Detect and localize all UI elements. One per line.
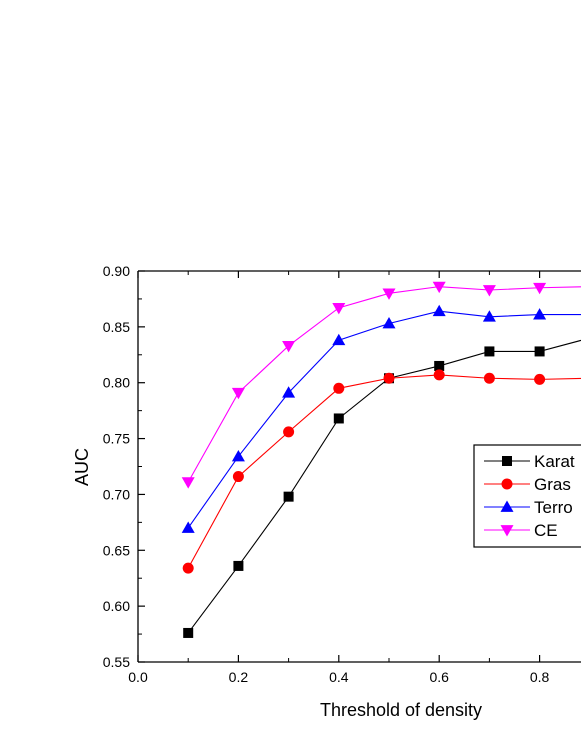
data-point xyxy=(482,310,496,322)
data-point xyxy=(283,491,294,502)
y-axis-title: AUC xyxy=(72,448,92,486)
legend: Karat Gras Terro CE xyxy=(473,444,581,548)
series-layer xyxy=(181,281,581,638)
legend-item: Terro xyxy=(484,498,573,517)
legend-label: CE xyxy=(534,521,558,540)
data-point xyxy=(534,373,546,385)
y-tick-label: 0.65 xyxy=(103,542,130,558)
y-tick-label: 0.85 xyxy=(103,319,130,335)
data-point xyxy=(282,340,296,353)
data-point xyxy=(333,382,345,394)
data-point xyxy=(482,285,496,297)
data-point xyxy=(231,449,245,462)
legend-marker xyxy=(500,525,514,537)
y-tick-label: 0.55 xyxy=(103,654,130,670)
data-point xyxy=(382,288,396,300)
chart-axes: 0.0 0.2 0.4 0.6 0.8 0.55 0.60 0.65 0.70 0.75 0.80 0… xyxy=(103,263,581,685)
x-axis-title: Threshold of density xyxy=(320,700,482,720)
data-point xyxy=(483,372,495,384)
x-tick-label: 0.2 xyxy=(229,669,249,685)
series-ce xyxy=(181,281,581,489)
legend-marker xyxy=(501,478,513,490)
data-point xyxy=(432,304,446,317)
data-point xyxy=(181,521,195,533)
data-point xyxy=(533,308,547,320)
series-gras xyxy=(182,369,581,574)
data-point xyxy=(432,281,446,294)
data-point xyxy=(231,387,245,400)
data-point xyxy=(232,471,244,483)
data-point xyxy=(332,333,346,346)
legend-label: Karat xyxy=(534,452,575,471)
legend-label: Terro xyxy=(534,498,573,517)
data-point xyxy=(434,360,445,371)
y-tick-label: 0.70 xyxy=(103,486,130,502)
data-point xyxy=(383,372,395,384)
data-point xyxy=(282,386,296,398)
legend-item: CE xyxy=(484,521,558,540)
data-point xyxy=(533,282,547,295)
data-point xyxy=(332,302,346,315)
x-tick-label: 0.4 xyxy=(329,669,349,685)
x-tick-label: 0.6 xyxy=(429,669,449,685)
data-point xyxy=(181,477,195,489)
y-tick-label: 0.90 xyxy=(103,263,130,279)
data-point xyxy=(283,426,295,438)
legend-marker xyxy=(500,500,514,512)
x-tick-label: 0.8 xyxy=(530,669,550,685)
legend-label: Gras xyxy=(534,475,571,494)
data-point xyxy=(484,346,495,357)
series-terro xyxy=(181,304,581,533)
data-point xyxy=(183,627,194,638)
x-tick-label: 0.0 xyxy=(128,669,148,685)
data-point xyxy=(333,413,344,424)
y-tick-label: 0.60 xyxy=(103,598,130,614)
data-point xyxy=(182,562,194,574)
data-point xyxy=(534,346,545,357)
data-point xyxy=(382,317,396,329)
data-point xyxy=(433,369,445,381)
y-tick-label: 0.80 xyxy=(103,375,130,391)
legend-item: Gras xyxy=(484,475,571,494)
data-point xyxy=(233,560,244,571)
legend-item: Karat xyxy=(484,452,575,471)
legend-marker xyxy=(502,456,512,466)
y-tick-label: 0.75 xyxy=(103,431,130,447)
